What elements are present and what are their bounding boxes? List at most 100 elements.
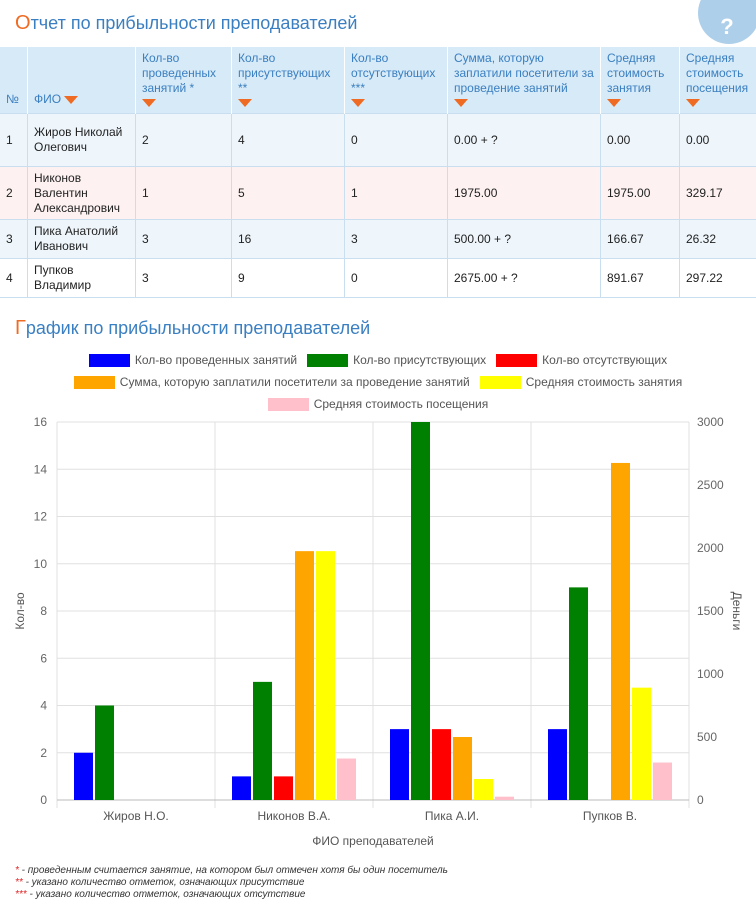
table-row: 1 Жиров Николай Олегович 2 4 0 0.00 + ? … [0,113,756,167]
profit-chart: 0 2 4 6 8 10 12 14 16 0 500 1000 1500 2000 2500 3000 Жир… [13,415,744,848]
y-tick-label: 6 [40,651,47,665]
cell-lessons: 3 [135,258,232,298]
chart-bar [611,462,630,800]
y2-tick-label: 2000 [697,541,724,555]
cell-absent: 3 [344,219,448,259]
chart-bar [411,422,430,800]
legend-label: Средняя стоимость занятия [525,375,683,389]
sort-arrow-icon[interactable] [454,99,468,107]
x-axis-label: ФИО преподавателей [312,834,434,848]
y2-tick-label: 3000 [697,415,724,429]
chart-bar [390,729,409,800]
legend-item[interactable]: Кол-во проведенных занятий [88,353,298,367]
chart-section-title: График по прибыльности преподавателей [15,317,371,339]
y2-tick-label: 0 [697,793,704,807]
cell-fio: Пика Анатолий Иванович [27,219,136,259]
sort-arrow-icon[interactable] [686,99,700,107]
col-avg-lesson[interactable]: Средняя стоимость занятия [600,47,680,114]
sort-arrow-icon[interactable] [607,99,621,107]
legend-item[interactable]: Кол-во присутствующих [307,353,486,367]
y-tick-label: 14 [34,462,48,476]
cell-sum: 500.00 + ? [447,219,601,259]
cell-avg-lesson: 0.00 [600,113,680,167]
y-tick-label: 2 [40,746,47,760]
sort-arrow-icon[interactable] [351,99,365,107]
legend-label: Кол-во присутствующих [353,353,487,367]
cell-lessons: 1 [135,166,232,220]
cell-present: 5 [231,166,345,220]
chart-bar [274,776,293,800]
legend-label: Кол-во проведенных занятий [134,353,298,367]
y2-tick-label: 1000 [697,667,724,681]
cell-sum: 1975.00 [447,166,601,220]
legend-item[interactable]: Сумма, которую заплатили посетители за п… [73,375,470,389]
y-axis-label: Кол-во [13,592,27,630]
cell-sum: 0.00 + ? [447,113,601,167]
col-fio[interactable]: ФИО [27,47,136,114]
cell-fio: Жиров Николай Олегович [27,113,136,167]
cell-number: 3 [0,219,28,259]
report-table: № ФИО Кол-во проведенных занятий * Кол-в… [0,47,756,298]
col-avg-visit[interactable]: Средняя стоимость посещения [679,47,756,114]
cell-avg-visit: 0.00 [679,113,756,167]
cell-present: 16 [231,219,345,259]
y2-tick-label: 2500 [697,478,724,492]
cell-absent: 0 [344,113,448,167]
legend-swatch [496,353,538,367]
y-tick-label: 10 [34,557,48,571]
legend-swatch [479,375,521,389]
cell-avg-visit: 329.17 [679,166,756,220]
legend-item[interactable]: Средняя стоимость занятия [479,375,683,389]
x-tick-label: Пупков В. [583,809,637,823]
legend-label: Кол-во отсутствующих [542,353,668,367]
col-sum[interactable]: Сумма, которую заплатили посетители за п… [447,47,601,114]
y-tick-label: 16 [34,415,48,429]
cell-number: 2 [0,166,28,220]
cell-avg-lesson: 166.67 [600,219,680,259]
legend-item[interactable]: Кол-во отсутствующих [496,353,667,367]
legend-item[interactable]: Средняя стоимость посещения [267,397,488,411]
x-tick-label: Никонов В.А. [257,809,330,823]
page-title: Отчет по прибыльности преподавателей [15,12,358,34]
col-lessons[interactable]: Кол-во проведенных занятий * [135,47,232,114]
cell-avg-visit: 297.22 [679,258,756,298]
chart-bar [95,705,114,800]
chart-bar [495,796,514,800]
table-row: 2 Никонов Валентин Александрович 1 5 1 1… [0,166,756,220]
legend-swatch [267,397,309,411]
sort-arrow-icon[interactable] [238,99,252,107]
chart-bar [474,778,493,800]
col-number: № [0,47,28,114]
col-absent[interactable]: Кол-во отсутствующих *** [344,47,448,114]
y2-axis-label: Деньги [730,592,744,631]
chart-bar [653,762,672,800]
y-tick-label: 4 [40,699,47,713]
table-row: 3 Пика Анатолий Иванович 3 16 3 500.00 +… [0,219,756,259]
cell-avg-lesson: 891.67 [600,258,680,298]
cell-present: 4 [231,113,345,167]
x-tick-label: Жиров Н.О. [103,809,169,823]
chart-bar [74,752,93,800]
footnote: * - проведенным считается занятие, на ко… [15,865,448,876]
cell-absent: 1 [344,166,448,220]
cell-absent: 0 [344,258,448,298]
chart-bar [548,729,567,800]
chart-bar [453,737,472,800]
chart-bar [569,587,588,800]
chart-bar [232,776,251,800]
y-tick-label: 8 [40,604,47,618]
help-button[interactable]: ? [698,0,756,44]
chart-bar [337,758,356,800]
legend-label: Сумма, которую заплатили посетители за п… [119,375,470,389]
y-tick-label: 12 [34,510,48,524]
sort-arrow-icon[interactable] [64,95,79,104]
cell-avg-lesson: 1975.00 [600,166,680,220]
cell-fio: Никонов Валентин Александрович [27,166,136,220]
y2-tick-label: 1500 [697,604,724,618]
chart-bar [316,551,335,800]
y2-tick-label: 500 [697,730,717,744]
col-present[interactable]: Кол-во присутствующих ** [231,47,345,114]
sort-arrow-icon[interactable] [142,99,156,107]
y-tick-label: 0 [40,793,47,807]
cell-fio: Пупков Владимир [27,258,136,298]
